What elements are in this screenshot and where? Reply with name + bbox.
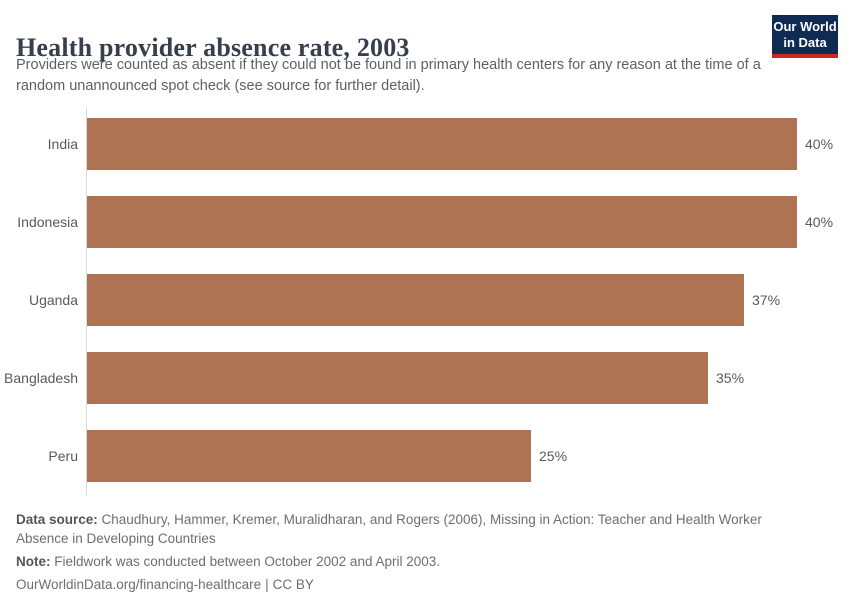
separator: | [265, 577, 269, 592]
bar[interactable] [87, 196, 797, 248]
bar-row: Bangladesh 35% [0, 339, 850, 417]
note-line: Note: Fieldwork was conducted between Oc… [16, 552, 834, 571]
owid-logo-line1: Our World [773, 19, 837, 34]
data-source-label: Data source: [16, 512, 98, 527]
chart-footer: Data source: Chaudhury, Hammer, Kremer, … [16, 510, 834, 598]
page-title: Health provider absence rate, 2003 [16, 33, 410, 63]
data-source-text: Chaudhury, Hammer, Kremer, Muralidharan,… [16, 512, 762, 546]
bar[interactable] [87, 352, 708, 404]
category-label: Indonesia [17, 214, 78, 230]
bar[interactable] [87, 274, 744, 326]
category-label: Bangladesh [4, 370, 78, 386]
value-label: 40% [805, 214, 834, 230]
bar-row: Indonesia 40% [0, 183, 850, 261]
note-text: Fieldwork was conducted between October … [54, 554, 441, 569]
owid-logo: Our World in Data [772, 15, 838, 58]
owid-logo-line2: in Data [783, 35, 827, 50]
attribution-line: OurWorldinData.org/financing-healthcare |… [16, 575, 834, 594]
bar[interactable] [87, 118, 797, 170]
category-label: India [47, 136, 78, 152]
bar-chart: India 40% Indonesia 40% Uganda 37% Bangl… [0, 105, 850, 495]
value-label: 25% [539, 448, 568, 464]
category-label: Uganda [28, 292, 78, 308]
chart-subtitle: Providers were counted as absent if they… [16, 57, 761, 94]
category-label: Peru [48, 448, 78, 464]
owid-url-link[interactable]: OurWorldinData.org/financing-healthcare [16, 577, 262, 592]
license-label: CC BY [272, 577, 314, 592]
value-label: 40% [805, 136, 834, 152]
note-label: Note: [16, 554, 51, 569]
bar-row: Uganda 37% [0, 261, 850, 339]
value-label: 35% [716, 370, 745, 386]
data-source-line: Data source: Chaudhury, Hammer, Kremer, … [16, 510, 796, 548]
y-axis-line [86, 107, 87, 496]
bar-row: India 40% [0, 105, 850, 183]
bar[interactable] [87, 430, 531, 482]
bar-row: Peru 25% [0, 417, 850, 495]
value-label: 37% [752, 292, 781, 308]
